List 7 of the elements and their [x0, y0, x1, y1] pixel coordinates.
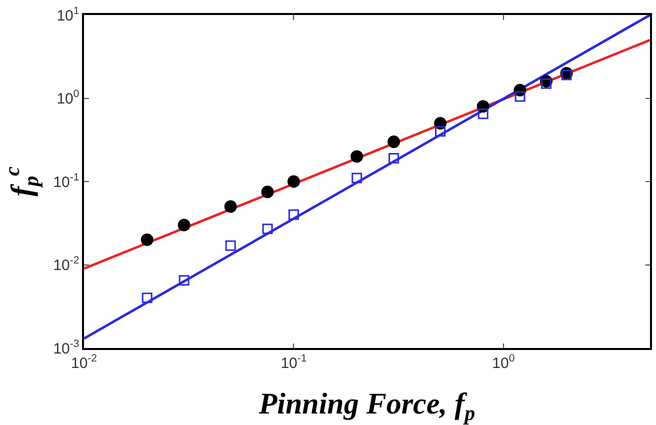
y-tick-label: 10$^{-1}$	[53, 171, 80, 191]
x-tick-label: 10$^{-1}$	[280, 352, 307, 372]
x-tick-label: 10$^{0}$	[492, 352, 515, 372]
x-axis-title: Pinning Force, f$_{p}$	[258, 388, 476, 425]
y-tick-label: 10$^{1}$	[56, 4, 80, 24]
y-tick-label: 10$^{0}$	[56, 88, 80, 108]
y-tick-label: 10$^{-2}$	[53, 254, 80, 274]
